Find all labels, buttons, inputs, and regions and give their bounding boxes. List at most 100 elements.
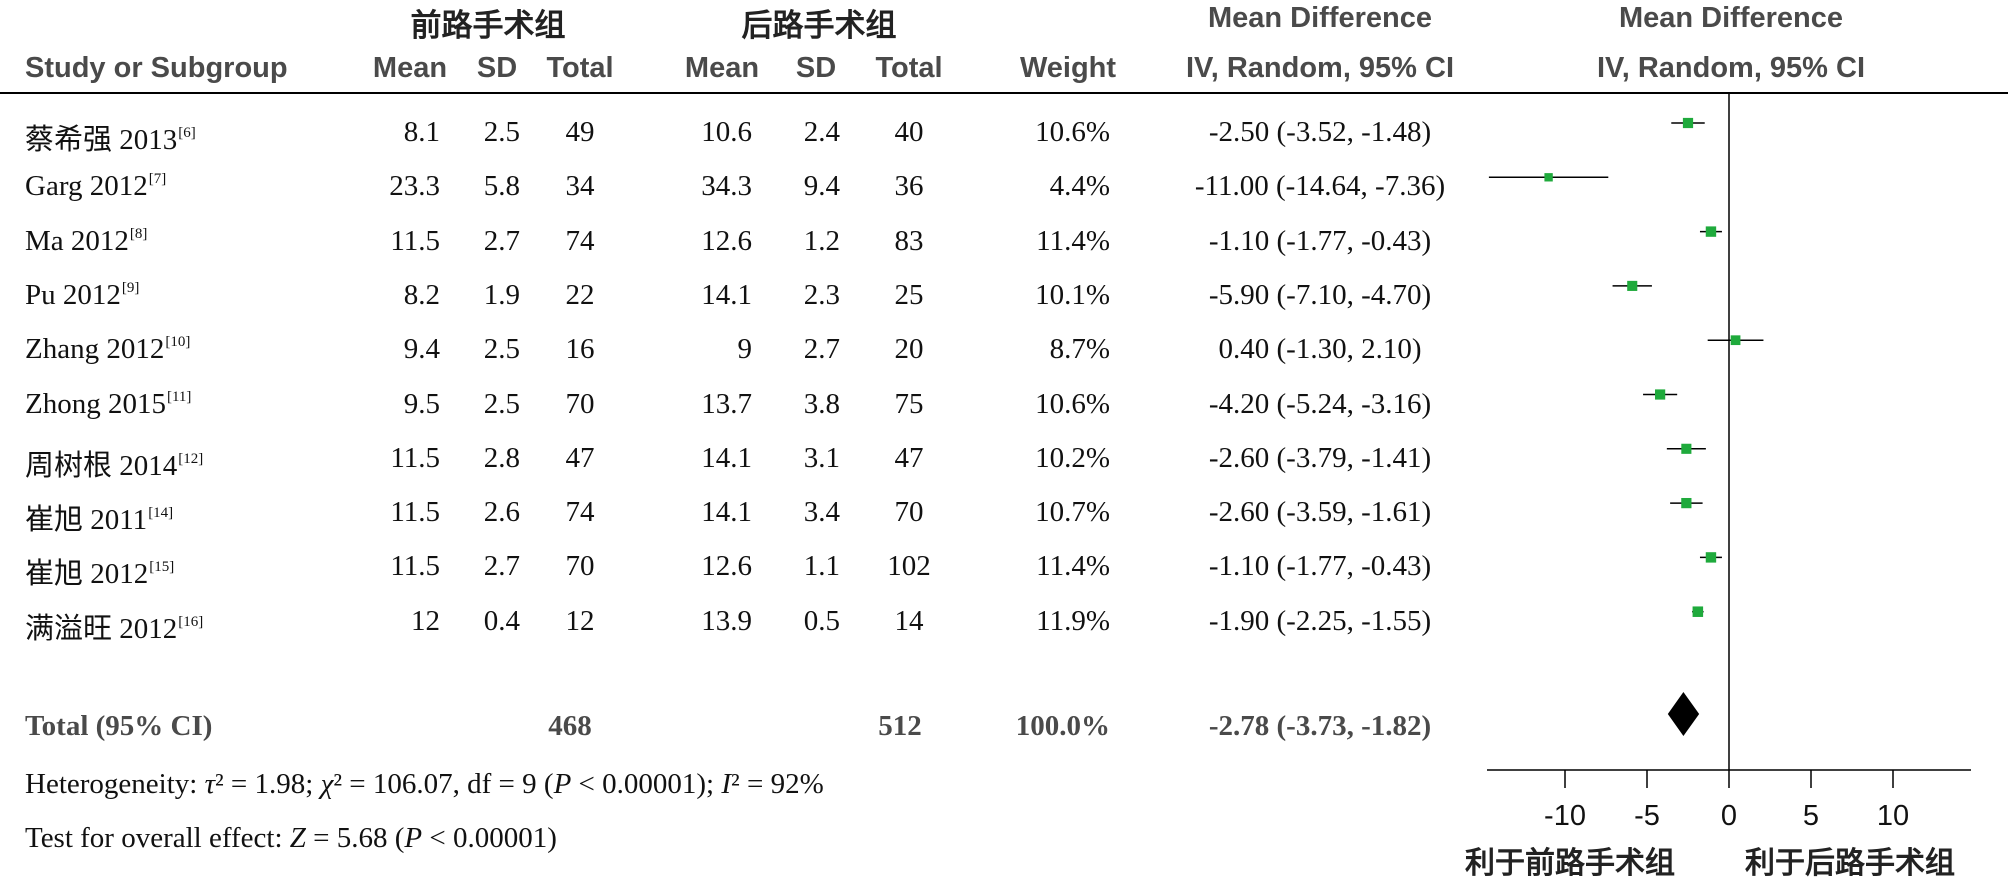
group2-mean-cell: 14.1 xyxy=(701,496,752,528)
group1-mean-header: Mean xyxy=(372,52,448,84)
study-name: 崔旭 2012[15] xyxy=(25,550,174,592)
group2-total-cell: 25 xyxy=(894,279,924,311)
effect-square xyxy=(1705,226,1717,237)
md-plot-method-header: IV, Random, 95% CI xyxy=(1596,52,1866,84)
study-label: 崔旭 2011 xyxy=(25,504,148,536)
group2-total-cell: 70 xyxy=(894,496,924,528)
study-column-header: Study or Subgroup xyxy=(25,52,288,84)
group1-sd-header: SD xyxy=(476,52,518,84)
ci-cell: 0.40 (-1.30, 2.10) xyxy=(1218,333,1422,365)
group2-sd-cell: 1.1 xyxy=(803,550,840,582)
group1-header: 前路手术组 xyxy=(410,8,566,44)
group2-total-cell: 20 xyxy=(894,333,924,365)
group2-mean-cell: 12.6 xyxy=(701,225,752,257)
weight-cell: 11.9% xyxy=(1036,605,1110,637)
group1-sd-cell: 2.8 xyxy=(483,442,520,474)
group1-sd-cell: 0.4 xyxy=(483,605,520,637)
overall-effect-text: Test for overall effect: Z = 5.68 (P < 0… xyxy=(25,822,557,854)
group1-mean-cell: 11.5 xyxy=(390,225,440,257)
ci-cell: -2.60 (-3.59, -1.61) xyxy=(1208,496,1432,528)
study-label: 蔡希强 2013 xyxy=(25,124,178,156)
group1-sd-cell: 2.6 xyxy=(483,496,520,528)
group1-total-cell: 74 xyxy=(565,496,595,528)
x-tick-label: -5 xyxy=(1634,800,1660,832)
group1-mean-cell: 8.2 xyxy=(403,279,440,311)
group1-mean-cell: 12 xyxy=(411,605,440,637)
study-name: Garg 2012[7] xyxy=(25,170,166,203)
weight-cell: 11.4% xyxy=(1036,550,1110,582)
weight-cell: 10.1% xyxy=(1035,279,1110,311)
total-label: Total (95% CI) xyxy=(25,710,213,742)
group1-mean-cell: 23.3 xyxy=(389,170,440,202)
study-reference: [7] xyxy=(148,171,167,187)
ci-cell: -5.90 (-7.10, -4.70) xyxy=(1208,279,1432,311)
study-reference: [10] xyxy=(165,334,191,350)
ci-cell: -11.00 (-14.64, -7.36) xyxy=(1194,170,1446,202)
effect-square xyxy=(1692,606,1704,617)
ci-cell: -4.20 (-5.24, -3.16) xyxy=(1208,388,1432,420)
group1-total-cell: 22 xyxy=(565,279,595,311)
group1-total-cell: 34 xyxy=(565,170,595,202)
ci-cell: -1.10 (-1.77, -0.43) xyxy=(1208,225,1432,257)
group1-sd-cell: 2.7 xyxy=(483,225,520,257)
effect-square xyxy=(1730,335,1741,346)
group2-sd-cell: 0.5 xyxy=(803,605,840,637)
group2-total-cell: 40 xyxy=(894,116,924,148)
total-weight: 100.0% xyxy=(1015,710,1110,742)
effect-square xyxy=(1627,280,1638,291)
group1-sd-cell: 2.7 xyxy=(483,550,520,582)
x-tick-label: 5 xyxy=(1803,800,1819,832)
effect-square xyxy=(1682,117,1694,129)
weight-cell: 10.6% xyxy=(1035,388,1110,420)
group1-total-cell: 47 xyxy=(565,442,595,474)
group1-mean-cell: 11.5 xyxy=(390,550,440,582)
group1-mean-cell: 11.5 xyxy=(390,496,440,528)
total-group1-n: 468 xyxy=(548,710,592,742)
x-tick-label: 0 xyxy=(1721,800,1737,832)
group2-mean-cell: 10.6 xyxy=(701,116,752,148)
effect-square xyxy=(1681,443,1692,454)
group1-mean-cell: 11.5 xyxy=(390,442,440,474)
group2-total-cell: 36 xyxy=(894,170,924,202)
study-reference: [8] xyxy=(129,226,148,242)
group1-sd-cell: 5.8 xyxy=(483,170,520,202)
study-reference: [15] xyxy=(149,559,175,575)
study-reference: [6] xyxy=(178,125,196,141)
group1-total-cell: 74 xyxy=(565,225,595,257)
ci-cell: -2.50 (-3.52, -1.48) xyxy=(1208,116,1432,148)
weight-cell: 8.7% xyxy=(1049,333,1110,365)
md-title-header: Mean Difference xyxy=(1207,2,1433,34)
total-ci: -2.78 (-3.73, -1.82) xyxy=(1208,710,1432,742)
group2-header: 后路手术组 xyxy=(741,8,897,44)
study-label: Ma 2012 xyxy=(25,225,129,257)
study-label: Zhang 2012 xyxy=(25,333,165,365)
group2-mean-header: Mean xyxy=(684,52,760,84)
ci-cell: -1.90 (-2.25, -1.55) xyxy=(1208,605,1432,637)
effect-square xyxy=(1681,497,1692,509)
group2-mean-cell: 13.9 xyxy=(701,605,752,637)
group2-mean-cell: 9 xyxy=(737,333,753,365)
total-group2-n: 512 xyxy=(878,710,922,742)
group2-sd-cell: 3.4 xyxy=(803,496,840,528)
group1-sd-cell: 2.5 xyxy=(483,116,520,148)
group1-total-cell: 12 xyxy=(565,605,595,637)
weight-cell: 10.6% xyxy=(1035,116,1110,148)
favours-left-label: 利于前路手术组 xyxy=(1465,846,1675,881)
group2-mean-cell: 14.1 xyxy=(701,279,752,311)
weight-cell: 11.4% xyxy=(1036,225,1110,257)
favours-right-label: 利于后路手术组 xyxy=(1745,846,1955,881)
group2-total-header: Total xyxy=(875,52,943,84)
study-reference: [12] xyxy=(178,451,204,467)
group2-total-cell: 83 xyxy=(894,225,924,257)
group1-total-cell: 70 xyxy=(565,388,595,420)
ci-cell: -1.10 (-1.77, -0.43) xyxy=(1208,550,1432,582)
weight-cell: 4.4% xyxy=(1049,170,1110,202)
study-name: 周树根 2014[12] xyxy=(25,442,203,484)
study-name: Ma 2012[8] xyxy=(25,225,147,258)
effect-square xyxy=(1705,552,1717,563)
study-label: Zhong 2015 xyxy=(25,388,166,420)
x-tick-label: -10 xyxy=(1544,800,1586,832)
x-tick-label: 10 xyxy=(1877,800,1909,832)
